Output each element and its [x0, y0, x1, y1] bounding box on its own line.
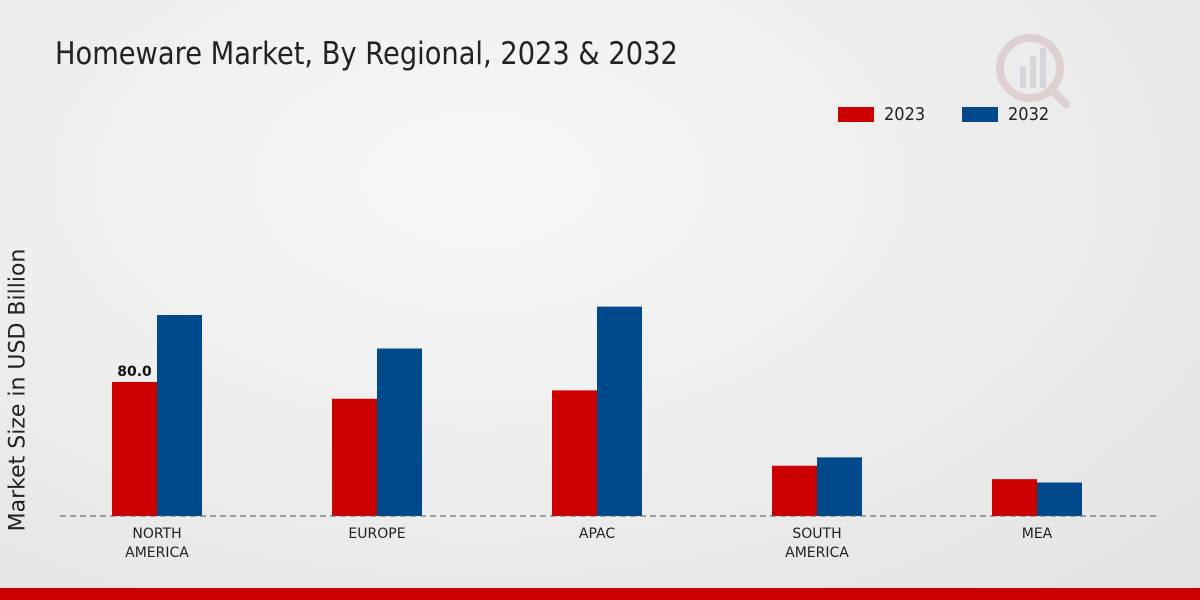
bar-2032-north-america — [157, 315, 202, 516]
x-tick-label-europe: EUROPE — [348, 526, 405, 542]
bar-2023-europe — [332, 398, 377, 516]
bar-2023-north-america — [112, 382, 157, 516]
legend: 2023 2032 — [838, 104, 1086, 125]
bar-2032-europe — [377, 348, 422, 516]
legend-swatch-2023 — [838, 107, 874, 122]
legend-label-2023: 2023 — [884, 104, 926, 125]
bar-2023-mea — [992, 479, 1037, 516]
bar-2032-south-america — [817, 457, 862, 516]
legend-label-2032: 2032 — [1007, 104, 1050, 125]
bar-2032-apac — [597, 306, 642, 516]
x-tick-label-north-america: NORTH AMERICA — [125, 526, 189, 561]
bar-2023-apac — [552, 390, 597, 516]
x-tick-label-south-america: SOUTH AMERICA — [785, 526, 849, 561]
legend-item-2032: 2032 — [961, 104, 1054, 125]
legend-swatch-2032 — [961, 107, 998, 122]
x-tick-label-mea: MEA — [1022, 526, 1053, 542]
chart-title: Homeware Market, By Regional, 2023 & 203… — [55, 36, 678, 72]
legend-item-2023: 2023 — [838, 104, 930, 125]
x-tick-label-apac: APAC — [579, 526, 615, 542]
watermark-logo-icon — [996, 34, 1070, 108]
bar-2032-mea — [1037, 482, 1082, 516]
bottom-accent-bar — [0, 588, 1200, 600]
bar-2023-south-america — [772, 465, 817, 516]
data-label-2023-0: 80.0 — [117, 364, 152, 380]
